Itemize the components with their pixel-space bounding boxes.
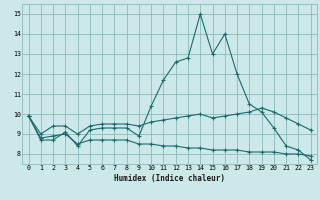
X-axis label: Humidex (Indice chaleur): Humidex (Indice chaleur) xyxy=(114,174,225,183)
